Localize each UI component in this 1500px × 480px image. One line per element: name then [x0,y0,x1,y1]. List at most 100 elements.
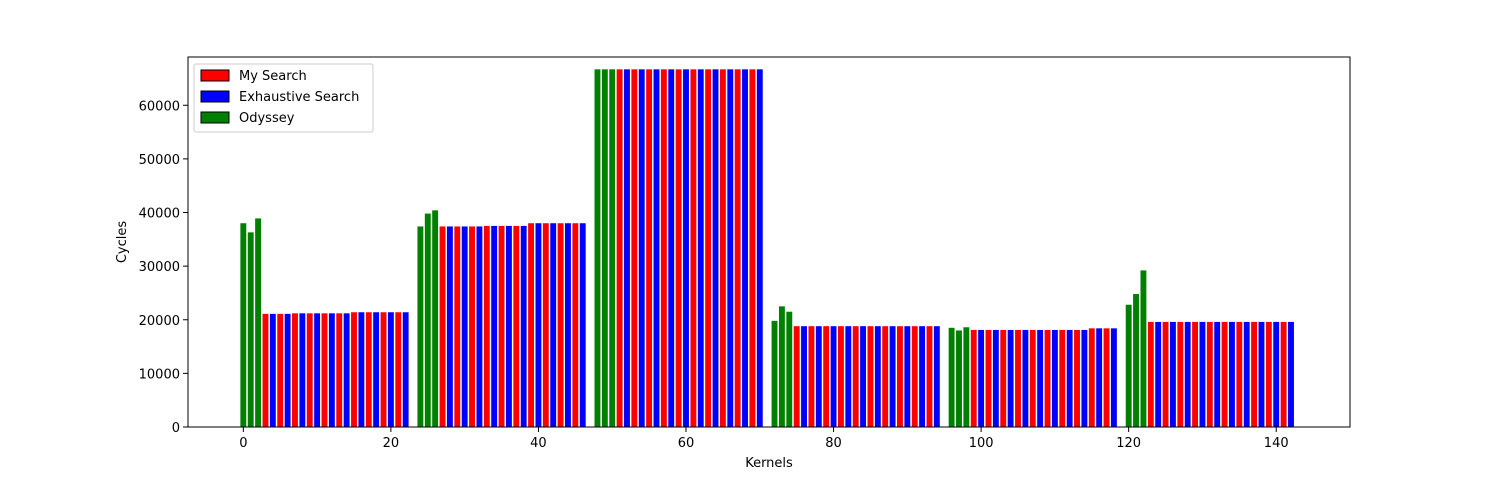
bar-my-search-34 [852,326,859,427]
bar-exhaustive-search-58 [1273,321,1280,427]
bar-exhaustive-search-53 [1199,321,1206,427]
bar-exhaustive-search-24 [683,69,689,427]
bar-exhaustive-search-47 [1081,329,1088,427]
bar-my-search-57 [1251,321,1258,427]
bar-my-search-38 [911,326,918,427]
bar-my-search-48 [1088,328,1095,427]
bar-my-search-9 [395,312,402,427]
bar-exhaustive-search-26 [712,69,719,427]
y-tick-label: 40000 [139,207,180,222]
bar-odyssey-12 [948,327,955,427]
y-tick-label: 0 [172,421,180,436]
bar-my-search-42 [1000,329,1007,427]
legend-label-exhaustive-search: Exhaustive Search [239,90,359,105]
bar-my-search-14 [498,225,505,427]
y-tick-label: 30000 [139,260,180,275]
bar-odyssey-1 [247,232,254,427]
y-tick-label: 60000 [139,99,180,114]
bar-exhaustive-search-49 [1110,328,1117,427]
bar-my-search-17 [542,223,549,427]
bar-my-search-52 [1177,321,1184,427]
legend-swatch-my-search [200,69,230,82]
bar-exhaustive-search-21 [638,69,645,427]
x-axis-ticks: 0 20 40 60 80 100 120 140 [239,427,1289,451]
bar-my-search-36 [882,326,889,427]
legend-label-my-search: My Search [239,69,307,84]
bar-exhaustive-search-25 [697,69,704,427]
bar-my-search-3 [306,313,313,427]
bar-my-search-47 [1074,329,1080,427]
bar-exhaustive-search-23 [668,69,675,427]
bar-my-search-7 [365,312,372,427]
bar-odyssey-6 [594,69,601,427]
bar-my-search-33 [837,326,844,427]
bar-my-search-22 [646,69,653,427]
y-tick-label: 10000 [139,367,180,382]
plot-frame [187,56,1351,428]
bar-my-search-45 [1044,329,1051,427]
bar-my-search-16 [528,223,535,427]
bar-my-search-13 [483,225,490,427]
bar-exhaustive-search-19 [579,223,586,427]
x-tick-label: 120 [1116,436,1141,451]
bar-exhaustive-search-37 [904,326,911,427]
bar-my-search-37 [897,326,903,427]
bar-exhaustive-search-36 [889,326,896,427]
bar-odyssey-16 [1133,294,1139,427]
bar-exhaustive-search-6 [358,312,365,427]
bar-exhaustive-search-2 [299,313,306,427]
bar-exhaustive-search-9 [402,312,409,427]
bar-my-search-30 [793,326,800,427]
bar-my-search-44 [1029,329,1036,427]
bar-odyssey-7 [601,69,608,427]
bar-exhaustive-search-14 [505,225,512,427]
bar-my-search-29 [749,69,756,427]
bar-exhaustive-search-52 [1184,321,1191,427]
bar-my-search-18 [557,223,564,427]
bar-odyssey-9 [771,320,778,427]
bar-my-search-51 [1162,321,1169,427]
bar-my-search-54 [1206,321,1213,427]
bar-my-search-23 [660,69,667,427]
bar-my-search-1 [277,313,284,427]
y-tick-label: 50000 [139,153,180,168]
bar-exhaustive-search-7 [373,312,380,427]
bar-exhaustive-search-50 [1155,321,1162,427]
bar-exhaustive-search-45 [1051,329,1058,427]
bar-exhaustive-search-8 [387,312,394,427]
bar-my-search-27 [719,69,726,427]
bar-exhaustive-search-35 [874,326,881,427]
bar-odyssey-11 [786,311,793,427]
bar-my-search-41 [985,329,992,427]
bar-exhaustive-search-43 [1022,329,1029,427]
legend-swatch-odyssey [200,111,230,124]
bar-odyssey-4 [424,213,431,427]
bar-exhaustive-search-38 [919,326,926,427]
bar-my-search-4 [321,313,328,427]
legend-swatch-exhaustive-search [200,90,230,103]
bar-exhaustive-search-32 [830,326,837,427]
bar-exhaustive-search-55 [1229,321,1235,427]
bar-exhaustive-search-10 [446,226,453,427]
bar-exhaustive-search-40 [978,329,985,427]
bar-my-search-43 [1015,329,1021,427]
x-tick-label: 80 [825,436,842,451]
bar-exhaustive-search-54 [1214,321,1221,427]
bar-odyssey-2 [255,218,262,427]
legend-label-odyssey: Odyssey [239,111,295,126]
bar-exhaustive-search-46 [1066,329,1073,427]
bar-odyssey-14 [963,327,970,427]
bar-exhaustive-search-44 [1037,329,1044,427]
bar-exhaustive-search-1 [284,313,291,427]
bar-exhaustive-search-20 [624,69,630,427]
y-axis-label: Cycles [115,221,130,264]
bar-exhaustive-search-30 [801,326,807,427]
bar-odyssey-10 [778,306,785,427]
bar-exhaustive-search-41 [992,329,999,427]
bar-my-search-6 [351,312,357,427]
y-tick-label: 20000 [139,314,180,329]
bar-exhaustive-search-39 [933,326,940,427]
bar-exhaustive-search-12 [476,226,483,427]
x-tick-label: 20 [383,436,400,451]
